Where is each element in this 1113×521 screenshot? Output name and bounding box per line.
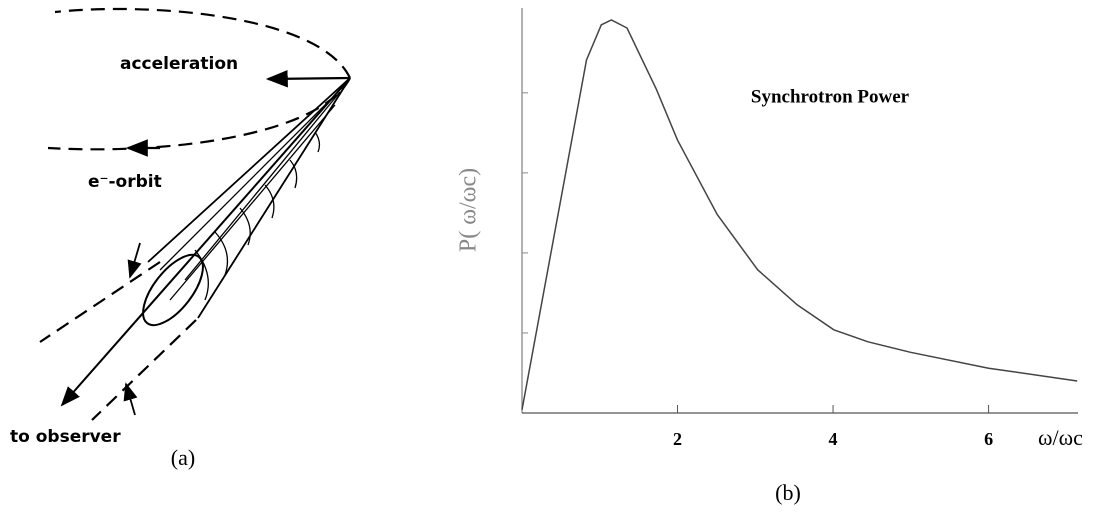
x-axis-label: ω/ωc (1038, 425, 1083, 450)
x-tick-label: 2 (673, 429, 682, 449)
orbit-bottom (47, 77, 351, 151)
cone (147, 77, 351, 319)
width-arrow-1 (127, 242, 142, 279)
cone-hatch (159, 91, 341, 301)
y-axis-label: P( ω/ωc) (456, 168, 482, 252)
beam-edge-2 (91, 319, 197, 421)
x-tick-label: 6 (984, 429, 993, 449)
width-arrow-2 (123, 382, 138, 416)
caption-b: (b) (775, 480, 801, 505)
x-tick-label: 4 (829, 429, 838, 449)
beam-edge-1 (39, 261, 161, 343)
observer-arrow (60, 77, 351, 407)
acceleration-arrow (265, 69, 351, 88)
label-orbit: e⁻-orbit (88, 172, 162, 192)
orbit-top (54, 7, 351, 79)
curve (521, 19, 1078, 410)
chart-title: Synchrotron Power (751, 86, 910, 107)
caption-a: (a) (171, 445, 195, 470)
cone-base (142, 253, 204, 327)
label-observer: to observer (10, 427, 121, 447)
diagram (39, 7, 351, 421)
label-acceleration: acceleration (120, 54, 238, 74)
